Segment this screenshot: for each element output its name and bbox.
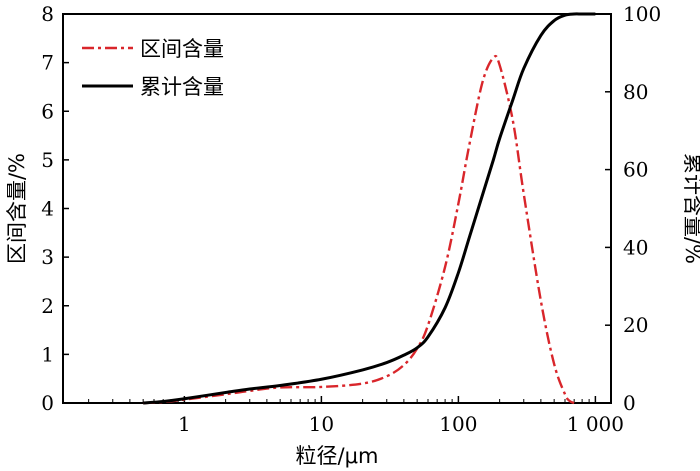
- x-tick-label: 100: [439, 412, 477, 436]
- left-axis-title: 区间含量/%: [5, 153, 29, 264]
- series-layer: [143, 12, 596, 405]
- series-line-cumulative: [143, 12, 596, 405]
- left-tick-label: 1: [41, 342, 54, 366]
- x-axis: 1 10 100 1 000: [88, 396, 624, 436]
- right-axis: 0 20 40 60 80 100: [605, 2, 661, 415]
- right-tick-label: 20: [623, 313, 648, 337]
- left-tick-label: 7: [41, 51, 54, 75]
- x-tick-label: 1: [178, 412, 191, 436]
- left-tick-label: 4: [41, 197, 54, 221]
- left-tick-label: 3: [41, 245, 54, 269]
- x-tick-label: 1 000: [567, 412, 624, 436]
- right-axis-title: 累计含量/%: [681, 153, 700, 264]
- left-tick-label: 2: [41, 294, 54, 318]
- legend-label-interval: 区间含量: [140, 37, 224, 61]
- left-tick-label: 5: [41, 148, 54, 172]
- right-tick-label: 100: [623, 2, 661, 26]
- series-line-interval: [143, 54, 575, 405]
- left-tick-label: 8: [41, 2, 54, 26]
- legend: 区间含量 累计含量: [82, 37, 224, 99]
- right-tick-label: 40: [623, 235, 648, 259]
- left-axis: 0 1 2 3 4 5 6 7 8: [41, 2, 69, 415]
- right-tick-label: 0: [623, 391, 636, 415]
- x-tick-label: 10: [309, 412, 334, 436]
- right-tick-label: 80: [623, 80, 648, 104]
- x-axis-title: 粒径/μm: [296, 444, 379, 468]
- plot-frame: [62, 13, 612, 404]
- right-tick-label: 60: [623, 158, 648, 182]
- legend-label-cumulative: 累计含量: [140, 75, 224, 99]
- left-tick-label: 0: [41, 391, 54, 415]
- left-tick-label: 6: [41, 99, 54, 123]
